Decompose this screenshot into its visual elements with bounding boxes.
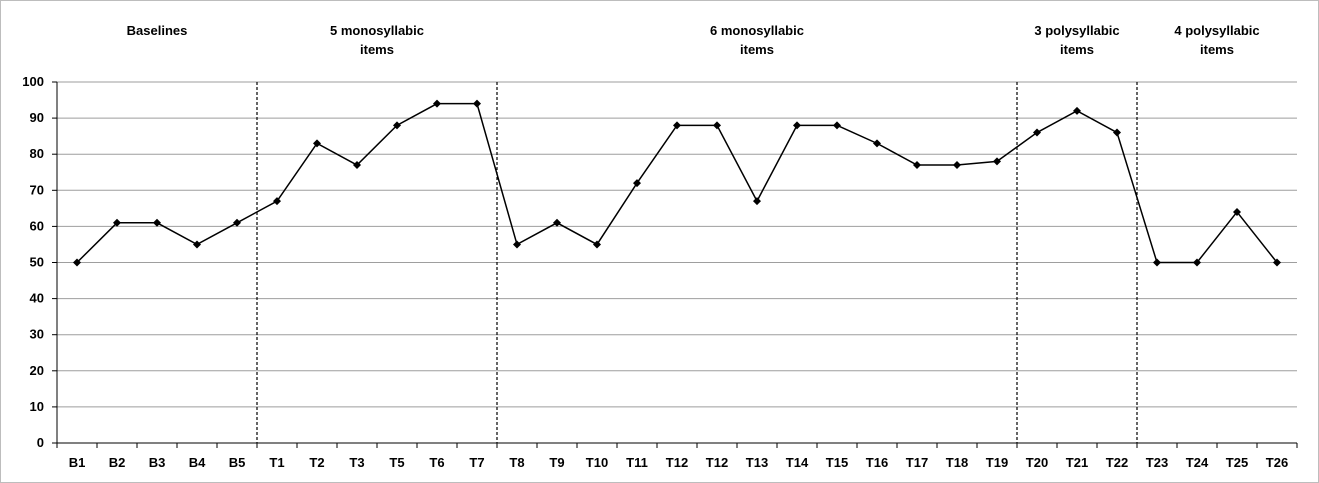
x-tick-label: T3 — [349, 455, 364, 470]
data-point — [1073, 106, 1081, 115]
phase-label: 4 polysyllabic — [1174, 23, 1259, 38]
phase-label: 3 polysyllabic — [1034, 23, 1119, 38]
x-tick-label: T11 — [626, 455, 648, 470]
x-tick-label: T2 — [309, 455, 324, 470]
x-tick-label: B4 — [189, 455, 206, 470]
data-point — [1113, 128, 1121, 137]
phase-label: 6 monosyllabic — [710, 23, 804, 38]
x-tick-label: T10 — [586, 455, 608, 470]
data-point — [233, 218, 241, 227]
x-tick-label: T13 — [746, 455, 768, 470]
phase-label: 5 monosyllabic — [330, 23, 424, 38]
x-tick-label: B3 — [149, 455, 166, 470]
data-point — [113, 218, 121, 227]
x-tick-label: B5 — [229, 455, 246, 470]
x-tick-label: T15 — [826, 455, 848, 470]
phase-label: items — [360, 42, 394, 57]
x-tick-label: T8 — [509, 455, 524, 470]
data-point — [73, 258, 81, 267]
data-point — [513, 240, 521, 249]
y-tick-label: 90 — [30, 110, 44, 125]
data-point — [273, 197, 281, 206]
data-point — [753, 197, 761, 206]
y-tick-label: 60 — [30, 218, 44, 233]
y-tick-label: 40 — [30, 291, 44, 306]
y-tick-label: 10 — [30, 399, 44, 414]
x-tick-label: T14 — [786, 455, 809, 470]
x-tick-label: T19 — [986, 455, 1008, 470]
y-tick-label: 100 — [22, 74, 44, 89]
data-point — [393, 121, 401, 130]
y-tick-label: 80 — [30, 146, 44, 161]
phase-label: items — [1060, 42, 1094, 57]
y-tick-label: 20 — [30, 363, 44, 378]
data-point — [313, 139, 321, 148]
data-point — [1153, 258, 1161, 267]
x-tick-label: T21 — [1066, 455, 1088, 470]
data-point — [433, 99, 441, 108]
x-tick-label: B1 — [69, 455, 86, 470]
x-tick-label: T18 — [946, 455, 968, 470]
data-point — [833, 121, 841, 130]
y-tick-label: 50 — [30, 255, 44, 270]
data-point — [953, 161, 961, 170]
data-point — [1233, 207, 1241, 216]
data-point — [1033, 128, 1041, 137]
x-tick-label: T9 — [549, 455, 564, 470]
x-tick-label: T24 — [1186, 455, 1209, 470]
x-tick-label: T17 — [906, 455, 928, 470]
x-tick-label: T25 — [1226, 455, 1248, 470]
data-point — [1273, 258, 1281, 267]
data-point — [553, 218, 561, 227]
data-point — [793, 121, 801, 130]
x-tick-label: T26 — [1266, 455, 1288, 470]
x-tick-label: T12 — [666, 455, 688, 470]
x-tick-label: B2 — [109, 455, 126, 470]
x-tick-label: T5 — [389, 455, 404, 470]
data-point — [873, 139, 881, 148]
x-tick-label: T12 — [706, 455, 728, 470]
data-point — [473, 99, 481, 108]
data-point — [1193, 258, 1201, 267]
data-point — [633, 179, 641, 188]
data-point — [993, 157, 1001, 166]
data-point — [193, 240, 201, 249]
y-tick-label: 0 — [37, 435, 44, 450]
x-tick-label: T23 — [1146, 455, 1168, 470]
x-tick-label: T22 — [1106, 455, 1128, 470]
data-point — [713, 121, 721, 130]
phase-label: items — [740, 42, 774, 57]
data-point — [673, 121, 681, 130]
phase-label: Baselines — [127, 23, 188, 38]
data-point — [353, 161, 361, 170]
x-tick-label: T20 — [1026, 455, 1048, 470]
x-tick-label: T7 — [469, 455, 484, 470]
data-point — [153, 218, 161, 227]
phase-label: items — [1200, 42, 1234, 57]
data-point — [593, 240, 601, 249]
x-tick-label: T1 — [269, 455, 284, 470]
data-point — [913, 161, 921, 170]
x-tick-label: T16 — [866, 455, 888, 470]
y-tick-label: 30 — [30, 327, 44, 342]
x-tick-label: T6 — [429, 455, 444, 470]
y-tick-label: 70 — [30, 182, 44, 197]
